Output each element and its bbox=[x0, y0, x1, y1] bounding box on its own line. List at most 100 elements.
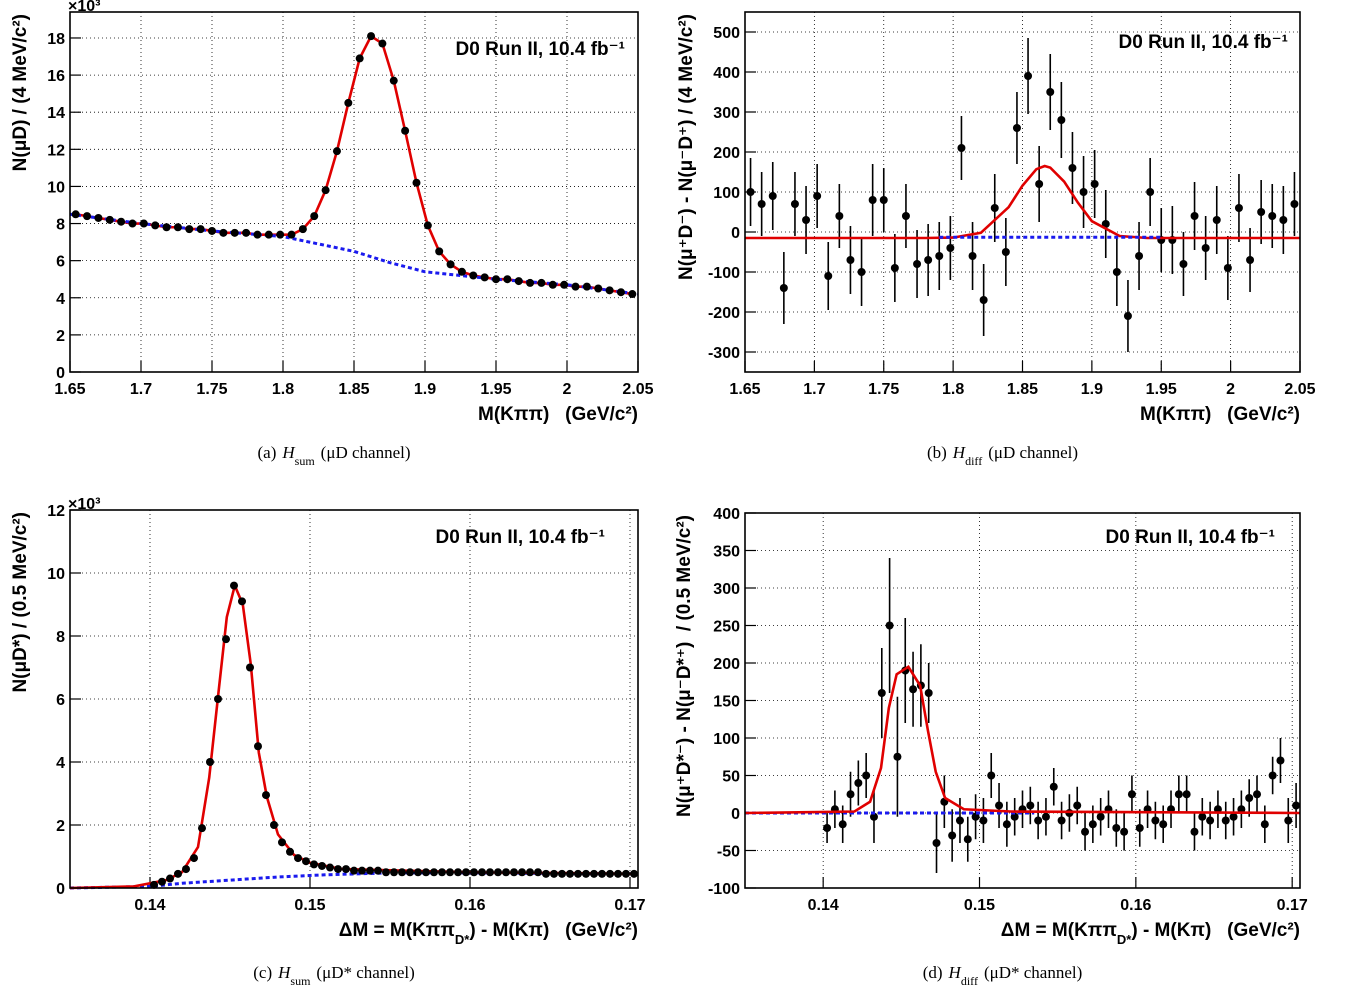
x-tick-label: 1.75 bbox=[196, 381, 227, 398]
data-point bbox=[438, 868, 446, 877]
panel: 1.65 1.7 1.75 1.8 1.85 1.9 1.95 2 2.05 0 2 4 6 8 10 12 1… bbox=[10, 0, 654, 468]
data-point bbox=[757, 200, 766, 208]
data-point bbox=[276, 230, 285, 239]
panel: 0.14 0.15 0.16 0.17 0 2 4 6 8 10 12 ×10³ D0 Run II, … bbox=[10, 496, 646, 988]
data-point bbox=[238, 597, 246, 606]
y-tick-label: 4 bbox=[56, 755, 65, 772]
total-fit bbox=[744, 664, 1301, 815]
data-point bbox=[526, 868, 534, 877]
data-point bbox=[287, 230, 296, 239]
data-point bbox=[1268, 212, 1277, 220]
data-point bbox=[823, 824, 832, 832]
data-point bbox=[480, 273, 489, 282]
x-tick-label: 1.9 bbox=[414, 381, 436, 398]
data-point bbox=[526, 278, 535, 287]
data-point bbox=[890, 264, 899, 272]
data-point bbox=[768, 192, 777, 200]
data-point bbox=[957, 144, 966, 152]
data-point bbox=[412, 178, 421, 187]
x-axis-label-part: ΔM = M(Kππ bbox=[339, 920, 456, 941]
caption: (b) Hdiff (μD channel) bbox=[927, 443, 1078, 468]
data-point bbox=[446, 260, 455, 269]
data-point bbox=[198, 824, 206, 833]
data-point bbox=[374, 866, 382, 875]
y-axis-label: N(μ⁺D⁻) - N(μ⁻D⁺) / (4 MeV/c²) bbox=[676, 14, 697, 280]
x-tick-label: 1.95 bbox=[480, 381, 511, 398]
y-tick-label: 10 bbox=[47, 566, 65, 583]
data-point bbox=[616, 288, 625, 297]
data-point bbox=[264, 230, 273, 239]
data-point bbox=[1198, 812, 1207, 821]
data-point bbox=[382, 868, 390, 877]
x-tick-label: 0.16 bbox=[1120, 897, 1151, 914]
data-point bbox=[1257, 208, 1266, 216]
data-point bbox=[332, 147, 341, 156]
data-point bbox=[813, 192, 822, 200]
data-point bbox=[1237, 805, 1246, 814]
data-point bbox=[294, 854, 302, 863]
data-point bbox=[298, 225, 307, 234]
x-axis-label-part: D* bbox=[455, 932, 470, 947]
data-point bbox=[414, 868, 422, 877]
data-point bbox=[979, 296, 988, 304]
caption: (a) Hsum (μD channel) bbox=[258, 443, 411, 468]
data-point bbox=[230, 581, 238, 590]
data-point bbox=[286, 847, 294, 856]
x-tick-label: 1.8 bbox=[272, 381, 294, 398]
data-point bbox=[1096, 812, 1105, 821]
data-point bbox=[208, 226, 216, 235]
data-point bbox=[802, 216, 811, 224]
y-tick-label: -50 bbox=[717, 844, 740, 861]
data-point bbox=[1290, 200, 1299, 208]
data-point bbox=[1026, 801, 1035, 810]
data-point bbox=[462, 868, 470, 877]
data-point bbox=[262, 791, 270, 800]
caption-text: (μD channel) bbox=[988, 443, 1078, 462]
data-point bbox=[838, 820, 847, 829]
data-point bbox=[253, 230, 262, 239]
x-tick-label: 2.05 bbox=[622, 381, 653, 398]
data-point bbox=[598, 869, 606, 878]
y-tick-label: 14 bbox=[47, 105, 65, 122]
data-point bbox=[1206, 816, 1215, 825]
data-point bbox=[1112, 824, 1121, 832]
data-point bbox=[355, 54, 364, 63]
data-point bbox=[1246, 256, 1255, 264]
data-point bbox=[1010, 812, 1019, 821]
data-point bbox=[185, 225, 194, 234]
y-tick-label: 100 bbox=[713, 731, 740, 748]
data-point bbox=[548, 280, 557, 289]
data-point bbox=[924, 256, 933, 264]
data-point bbox=[1090, 180, 1099, 188]
data-point bbox=[979, 816, 988, 825]
y-tick-label: 10 bbox=[47, 179, 65, 196]
y-tick-label: 2 bbox=[56, 328, 65, 345]
x-tick-label: 1.65 bbox=[729, 381, 760, 398]
caption-label: (a) bbox=[258, 443, 277, 462]
data-point bbox=[446, 868, 454, 877]
x-axis-label: ΔM = M(KππD*) - M(Kπ) (GeV/c²) bbox=[1001, 920, 1300, 947]
data-point bbox=[503, 275, 512, 284]
data-point bbox=[594, 284, 603, 293]
data-point bbox=[571, 282, 580, 291]
data-point bbox=[398, 868, 406, 877]
x-tick-label: 0.14 bbox=[134, 897, 165, 914]
caption-label: (c) bbox=[253, 963, 272, 982]
data-point bbox=[1229, 812, 1238, 821]
caption: (c) Hsum (μD* channel) bbox=[253, 963, 415, 988]
data-point bbox=[885, 621, 894, 630]
data-point bbox=[246, 663, 254, 672]
x-axis-label-part: ΔM = M(Kππ bbox=[1001, 920, 1118, 941]
data-point bbox=[1212, 216, 1221, 224]
caption-label: (d) bbox=[923, 963, 943, 982]
y-tick-label: 150 bbox=[713, 694, 740, 711]
data-point bbox=[1179, 260, 1188, 268]
x-tick-label: 1.85 bbox=[1007, 381, 1038, 398]
data-point bbox=[909, 685, 918, 694]
data-point bbox=[486, 868, 494, 877]
caption: (d) Hdiff (μD* channel) bbox=[923, 963, 1083, 988]
data-point bbox=[857, 268, 866, 276]
y-tick-label: 4 bbox=[56, 291, 65, 308]
data-point bbox=[566, 869, 574, 878]
data-point bbox=[869, 812, 878, 821]
